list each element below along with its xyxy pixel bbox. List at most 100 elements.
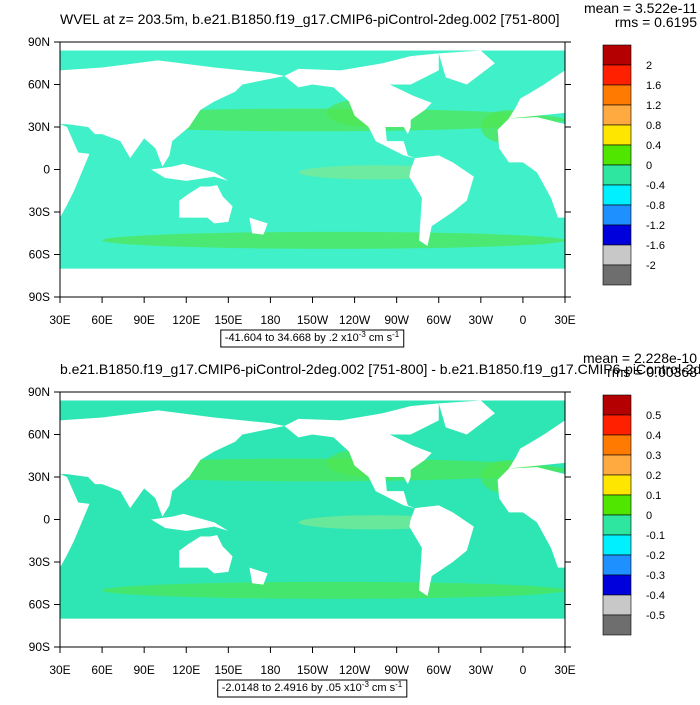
lon-label: 30W	[468, 663, 493, 677]
colorbar-label: -0.8	[646, 200, 665, 212]
lon-label: 120E	[172, 663, 200, 677]
colorbar-box	[602, 394, 632, 416]
lon-label: 120W	[339, 313, 371, 327]
colorbar-label: 0.8	[646, 120, 661, 132]
arctic-edge	[60, 42, 565, 51]
colorbar-box	[602, 514, 632, 536]
colorbar-box	[602, 614, 632, 636]
lat-label: 60S	[29, 248, 50, 262]
land	[249, 217, 268, 235]
rms-text: rms = 0.00368	[607, 364, 697, 380]
colorbar-label: 0.5	[646, 410, 661, 422]
land	[179, 535, 233, 574]
colorbar-box	[602, 594, 632, 616]
lat-label: 90N	[28, 35, 50, 49]
land	[284, 403, 439, 509]
superscript: -3	[362, 680, 370, 689]
lat-label: 90S	[29, 290, 50, 304]
range-part: cm s	[372, 682, 396, 694]
land	[438, 50, 495, 85]
colorbar-box	[602, 474, 632, 496]
panel-title: b.e21.B1850.f19_g17.CMIP6-piControl-2deg…	[60, 361, 700, 377]
colorbar-label: 0	[646, 160, 652, 172]
lat-label: 0	[43, 163, 50, 177]
range-box	[220, 329, 405, 348]
range-part: cm s	[369, 332, 393, 344]
lon-label: 30E	[554, 663, 575, 677]
lon-label: 30W	[468, 313, 493, 327]
arctic-edge	[60, 392, 565, 401]
range-text: -2.0148 to 2.4916 by .05 x10-3 cm s-1	[222, 680, 403, 694]
lon-label: 30E	[49, 663, 70, 677]
lon-label: 150W	[297, 313, 329, 327]
superscript: -3	[359, 330, 367, 339]
colorbar-box	[602, 554, 632, 576]
lat-label: 0	[43, 513, 50, 527]
lon-label: 30E	[554, 313, 575, 327]
colorbar-label: 0.3	[646, 450, 661, 462]
antarctica	[60, 268, 565, 297]
lat-label: 30N	[28, 120, 50, 134]
lon-label: 30E	[49, 313, 70, 327]
lon-label: 60E	[91, 663, 112, 677]
superscript: -1	[392, 330, 400, 339]
colorbar-label: 0.2	[646, 470, 661, 482]
land	[497, 117, 565, 218]
lat-label: 60S	[29, 598, 50, 612]
lon-label: 60E	[91, 313, 112, 327]
colorbar-label: 2	[646, 60, 652, 72]
field-band	[102, 231, 565, 249]
colorbar-label: -0.4	[646, 180, 665, 192]
lat-label: 90S	[29, 640, 50, 654]
lat-label: 90N	[28, 385, 50, 399]
land	[438, 400, 495, 435]
colorbar-box	[602, 64, 632, 86]
colorbar-box	[602, 44, 632, 66]
colorbar-box	[602, 184, 632, 206]
lat-label: 30S	[29, 205, 50, 219]
range-text: -41.604 to 34.668 by .2 x10-3 cm s-1	[225, 330, 400, 344]
lon-label: 90E	[133, 663, 154, 677]
colorbar-box	[602, 164, 632, 186]
land	[249, 567, 268, 585]
lat-label: 30N	[28, 470, 50, 484]
range-box	[217, 679, 408, 698]
colorbar-box	[602, 104, 632, 126]
colorbar-label: -0.4	[646, 590, 665, 602]
colorbar-box	[602, 244, 632, 266]
land	[60, 124, 90, 218]
colorbar-box	[602, 224, 632, 246]
colorbar-box	[602, 574, 632, 596]
lon-label: 120W	[339, 663, 371, 677]
lat-label: 60N	[28, 78, 50, 92]
map-area	[60, 392, 565, 647]
rms-text: rms = 0.6195	[615, 14, 697, 30]
lon-label: 120E	[172, 313, 200, 327]
land	[284, 53, 439, 159]
colorbar-label: -0.5	[646, 610, 665, 622]
lon-label: 180	[260, 313, 280, 327]
colorbar-label: 0.4	[646, 140, 661, 152]
colorbar-label: -1.6	[646, 240, 665, 252]
lon-label: 0	[520, 313, 527, 327]
lon-label: 90E	[133, 313, 154, 327]
land	[179, 185, 233, 224]
colorbar-label: 1.6	[646, 80, 661, 92]
land	[151, 513, 229, 531]
colorbar-label: 1.2	[646, 100, 661, 112]
colorbar-label: 0.1	[646, 490, 661, 502]
colorbar-label: -0.2	[646, 550, 665, 562]
field-band	[102, 581, 565, 599]
land	[508, 420, 565, 469]
lon-label: 60W	[426, 313, 451, 327]
lon-label: 90W	[384, 663, 409, 677]
lat-label: 30S	[29, 555, 50, 569]
colorbar-box	[602, 124, 632, 146]
land	[60, 474, 90, 568]
lon-label: 0	[520, 663, 527, 677]
colorbar-label: -0.1	[646, 530, 665, 542]
colorbar-box	[602, 534, 632, 556]
colorbar-box	[602, 84, 632, 106]
colorbar-label: -2	[646, 260, 656, 272]
range-part: -41.604 to 34.668 by .2 x10	[225, 332, 359, 344]
